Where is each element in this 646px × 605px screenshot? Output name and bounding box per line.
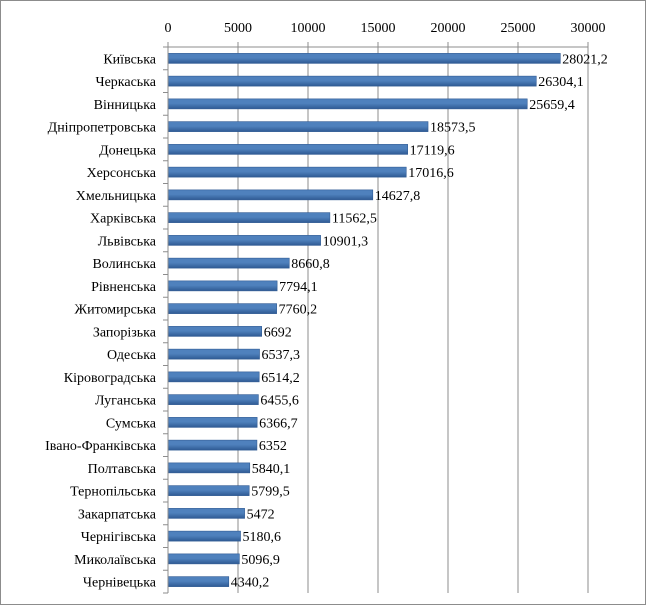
bar (167, 189, 374, 201)
bar (167, 326, 262, 337)
data-label: 5472 (247, 507, 275, 522)
bar (167, 98, 528, 110)
category-label: Кіровоградська (64, 371, 157, 386)
category-label: Житомирська (75, 303, 157, 318)
data-label: 6455,6 (260, 394, 299, 409)
category-label: Полтавська (88, 462, 157, 477)
category-label: Донецька (99, 143, 157, 158)
bar (167, 530, 241, 542)
data-label: 7794,1 (279, 280, 318, 295)
grid-lines (237, 47, 589, 593)
data-label: 8660,8 (291, 257, 330, 272)
data-label: 17119,6 (410, 143, 455, 158)
data-label: 17016,6 (408, 166, 454, 181)
bar (167, 166, 407, 178)
bar (167, 212, 331, 223)
data-label: 5096,9 (241, 553, 280, 568)
x-axis-ticks: 0 5000 10000 15000 20000 25000 30000 (165, 21, 606, 47)
data-label: 6352 (259, 439, 287, 454)
data-label: 14627,8 (375, 189, 421, 204)
category-label: Миколаївська (74, 553, 157, 568)
data-label: 28021,2 (562, 52, 608, 67)
category-label: Харківська (90, 212, 157, 227)
x-tick-label: 20000 (431, 21, 466, 36)
bar (167, 462, 251, 474)
data-label: 6366,7 (259, 416, 298, 431)
bar (167, 121, 429, 132)
bar (167, 485, 250, 496)
bar (167, 144, 408, 155)
x-tick-label: 5000 (224, 21, 252, 36)
data-label: 5799,5 (251, 485, 290, 500)
bar (167, 75, 537, 87)
category-label: Івано-Франківська (45, 439, 157, 454)
bar (167, 303, 277, 314)
category-label: Луганська (95, 394, 157, 409)
bar (167, 371, 260, 383)
x-tick-label: 0 (165, 21, 172, 36)
data-label: 25659,4 (529, 98, 575, 113)
category-label: Чернігівська (81, 530, 157, 545)
bar (167, 348, 260, 360)
category-label: Сумська (106, 416, 157, 431)
bar (167, 439, 258, 451)
data-label: 5840,1 (252, 462, 291, 477)
category-label: Черкаська (95, 75, 156, 90)
bar (167, 235, 321, 246)
category-label: Запорізька (93, 325, 157, 340)
x-tick-label: 10000 (291, 21, 326, 36)
bar (167, 394, 259, 405)
category-label: Рівненська (91, 280, 157, 295)
bar (167, 53, 561, 64)
data-label: 11562,5 (332, 212, 377, 227)
category-label: Дніпропетровська (48, 121, 157, 136)
category-label: Одеська (107, 348, 157, 363)
data-label: 6692 (264, 325, 292, 340)
data-label: 6537,3 (262, 348, 301, 363)
x-tick-label: 25000 (501, 21, 536, 36)
data-label: 7760,2 (279, 303, 318, 318)
axes (163, 46, 588, 594)
bar (167, 280, 278, 292)
category-labels: Київська Черкаська Вінницька Дніпропетровсь… (45, 52, 157, 590)
x-tick-label: 30000 (571, 21, 606, 36)
data-label: 26304,1 (538, 75, 584, 90)
data-labels: 28021,2 26304,1 25659,4 18573,5 17119,6 17016… (231, 52, 608, 590)
data-label: 18573,5 (430, 121, 476, 136)
data-label: 5180,6 (243, 530, 281, 545)
x-tick-label: 15000 (361, 21, 396, 36)
bars (167, 53, 561, 587)
bar (167, 417, 258, 428)
category-label: Львівська (98, 234, 157, 249)
category-label: Київська (103, 52, 156, 67)
category-label: Чернівецька (83, 576, 157, 591)
bar (167, 553, 240, 565)
data-label: 6514,2 (261, 371, 300, 386)
category-label: Волинська (92, 257, 156, 272)
category-label: Вінницька (94, 98, 157, 113)
data-label: 10901,3 (323, 234, 369, 249)
bar (167, 257, 290, 269)
data-label: 4340,2 (231, 576, 270, 591)
bar (167, 576, 230, 587)
category-label: Хмельницька (76, 189, 157, 204)
bar (167, 508, 245, 519)
category-label: Закарпатська (78, 507, 157, 522)
category-label: Тернопільська (70, 485, 157, 500)
category-label: Херсонська (87, 166, 157, 181)
